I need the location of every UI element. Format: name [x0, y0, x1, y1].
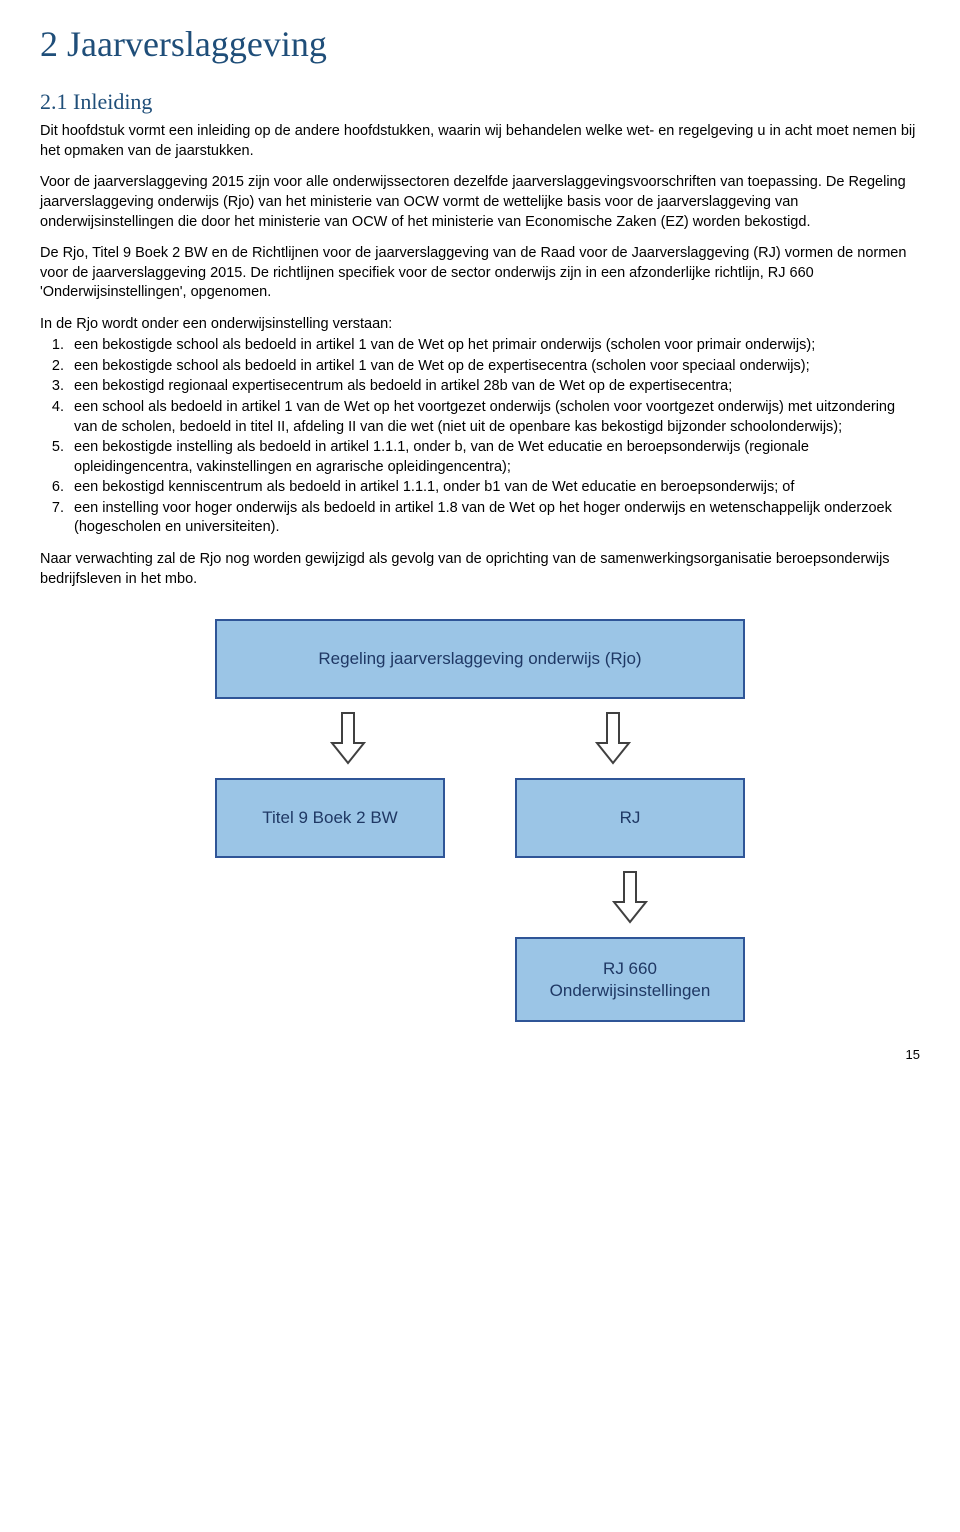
arrow-down-icon: [328, 711, 368, 766]
arrow-row: [215, 870, 745, 925]
list-item: een school als bedoeld in artikel 1 van …: [68, 398, 920, 437]
diagram-box-label: Onderwijsinstellingen: [550, 980, 711, 1002]
page-title: 2 Jaarverslaggeving: [40, 20, 920, 69]
list-item: een bekostigd regionaal expertisecentrum…: [68, 377, 920, 397]
paragraph: Naar verwachting zal de Rjo nog worden g…: [40, 550, 920, 589]
list-item: een bekostigde school als bedoeld in art…: [68, 357, 920, 377]
list-item: een bekostigde instelling als bedoeld in…: [68, 438, 920, 477]
hierarchy-diagram: Regeling jaarverslaggeving onderwijs (Rj…: [40, 619, 920, 1022]
arrow-down-icon: [610, 870, 650, 925]
section-heading: 2.1 Inleiding: [40, 87, 920, 117]
diagram-row: Titel 9 Boek 2 BW RJ: [215, 778, 745, 858]
diagram-box-label: RJ 660: [550, 958, 711, 980]
diagram-row: RJ 660 Onderwijsinstellingen: [215, 937, 745, 1022]
diagram-box-top: Regeling jaarverslaggeving onderwijs (Rj…: [215, 619, 745, 699]
numbered-list: een bekostigde school als bedoeld in art…: [40, 336, 920, 538]
diagram-box-label: RJ: [620, 807, 641, 830]
paragraph: Dit hoofdstuk vormt een inleiding op de …: [40, 122, 920, 161]
arrow-row: [215, 711, 745, 766]
list-item: een bekostigde school als bedoeld in art…: [68, 336, 920, 356]
list-intro: In de Rjo wordt onder een onderwijsinste…: [40, 315, 920, 335]
diagram-box-right: RJ: [515, 778, 745, 858]
arrow-down-icon: [593, 711, 633, 766]
diagram-box-label: Regeling jaarverslaggeving onderwijs (Rj…: [318, 648, 641, 671]
diagram-box-label: Titel 9 Boek 2 BW: [262, 807, 397, 830]
list-item: een instelling voor hoger onderwijs als …: [68, 499, 920, 538]
diagram-box-left: Titel 9 Boek 2 BW: [215, 778, 445, 858]
paragraph: De Rjo, Titel 9 Boek 2 BW en de Richtlij…: [40, 244, 920, 303]
paragraph: Voor de jaarverslaggeving 2015 zijn voor…: [40, 173, 920, 232]
list-item: een bekostigd kenniscentrum als bedoeld …: [68, 478, 920, 498]
diagram-box-bottom: RJ 660 Onderwijsinstellingen: [515, 937, 745, 1022]
page-number: 15: [40, 1046, 920, 1064]
